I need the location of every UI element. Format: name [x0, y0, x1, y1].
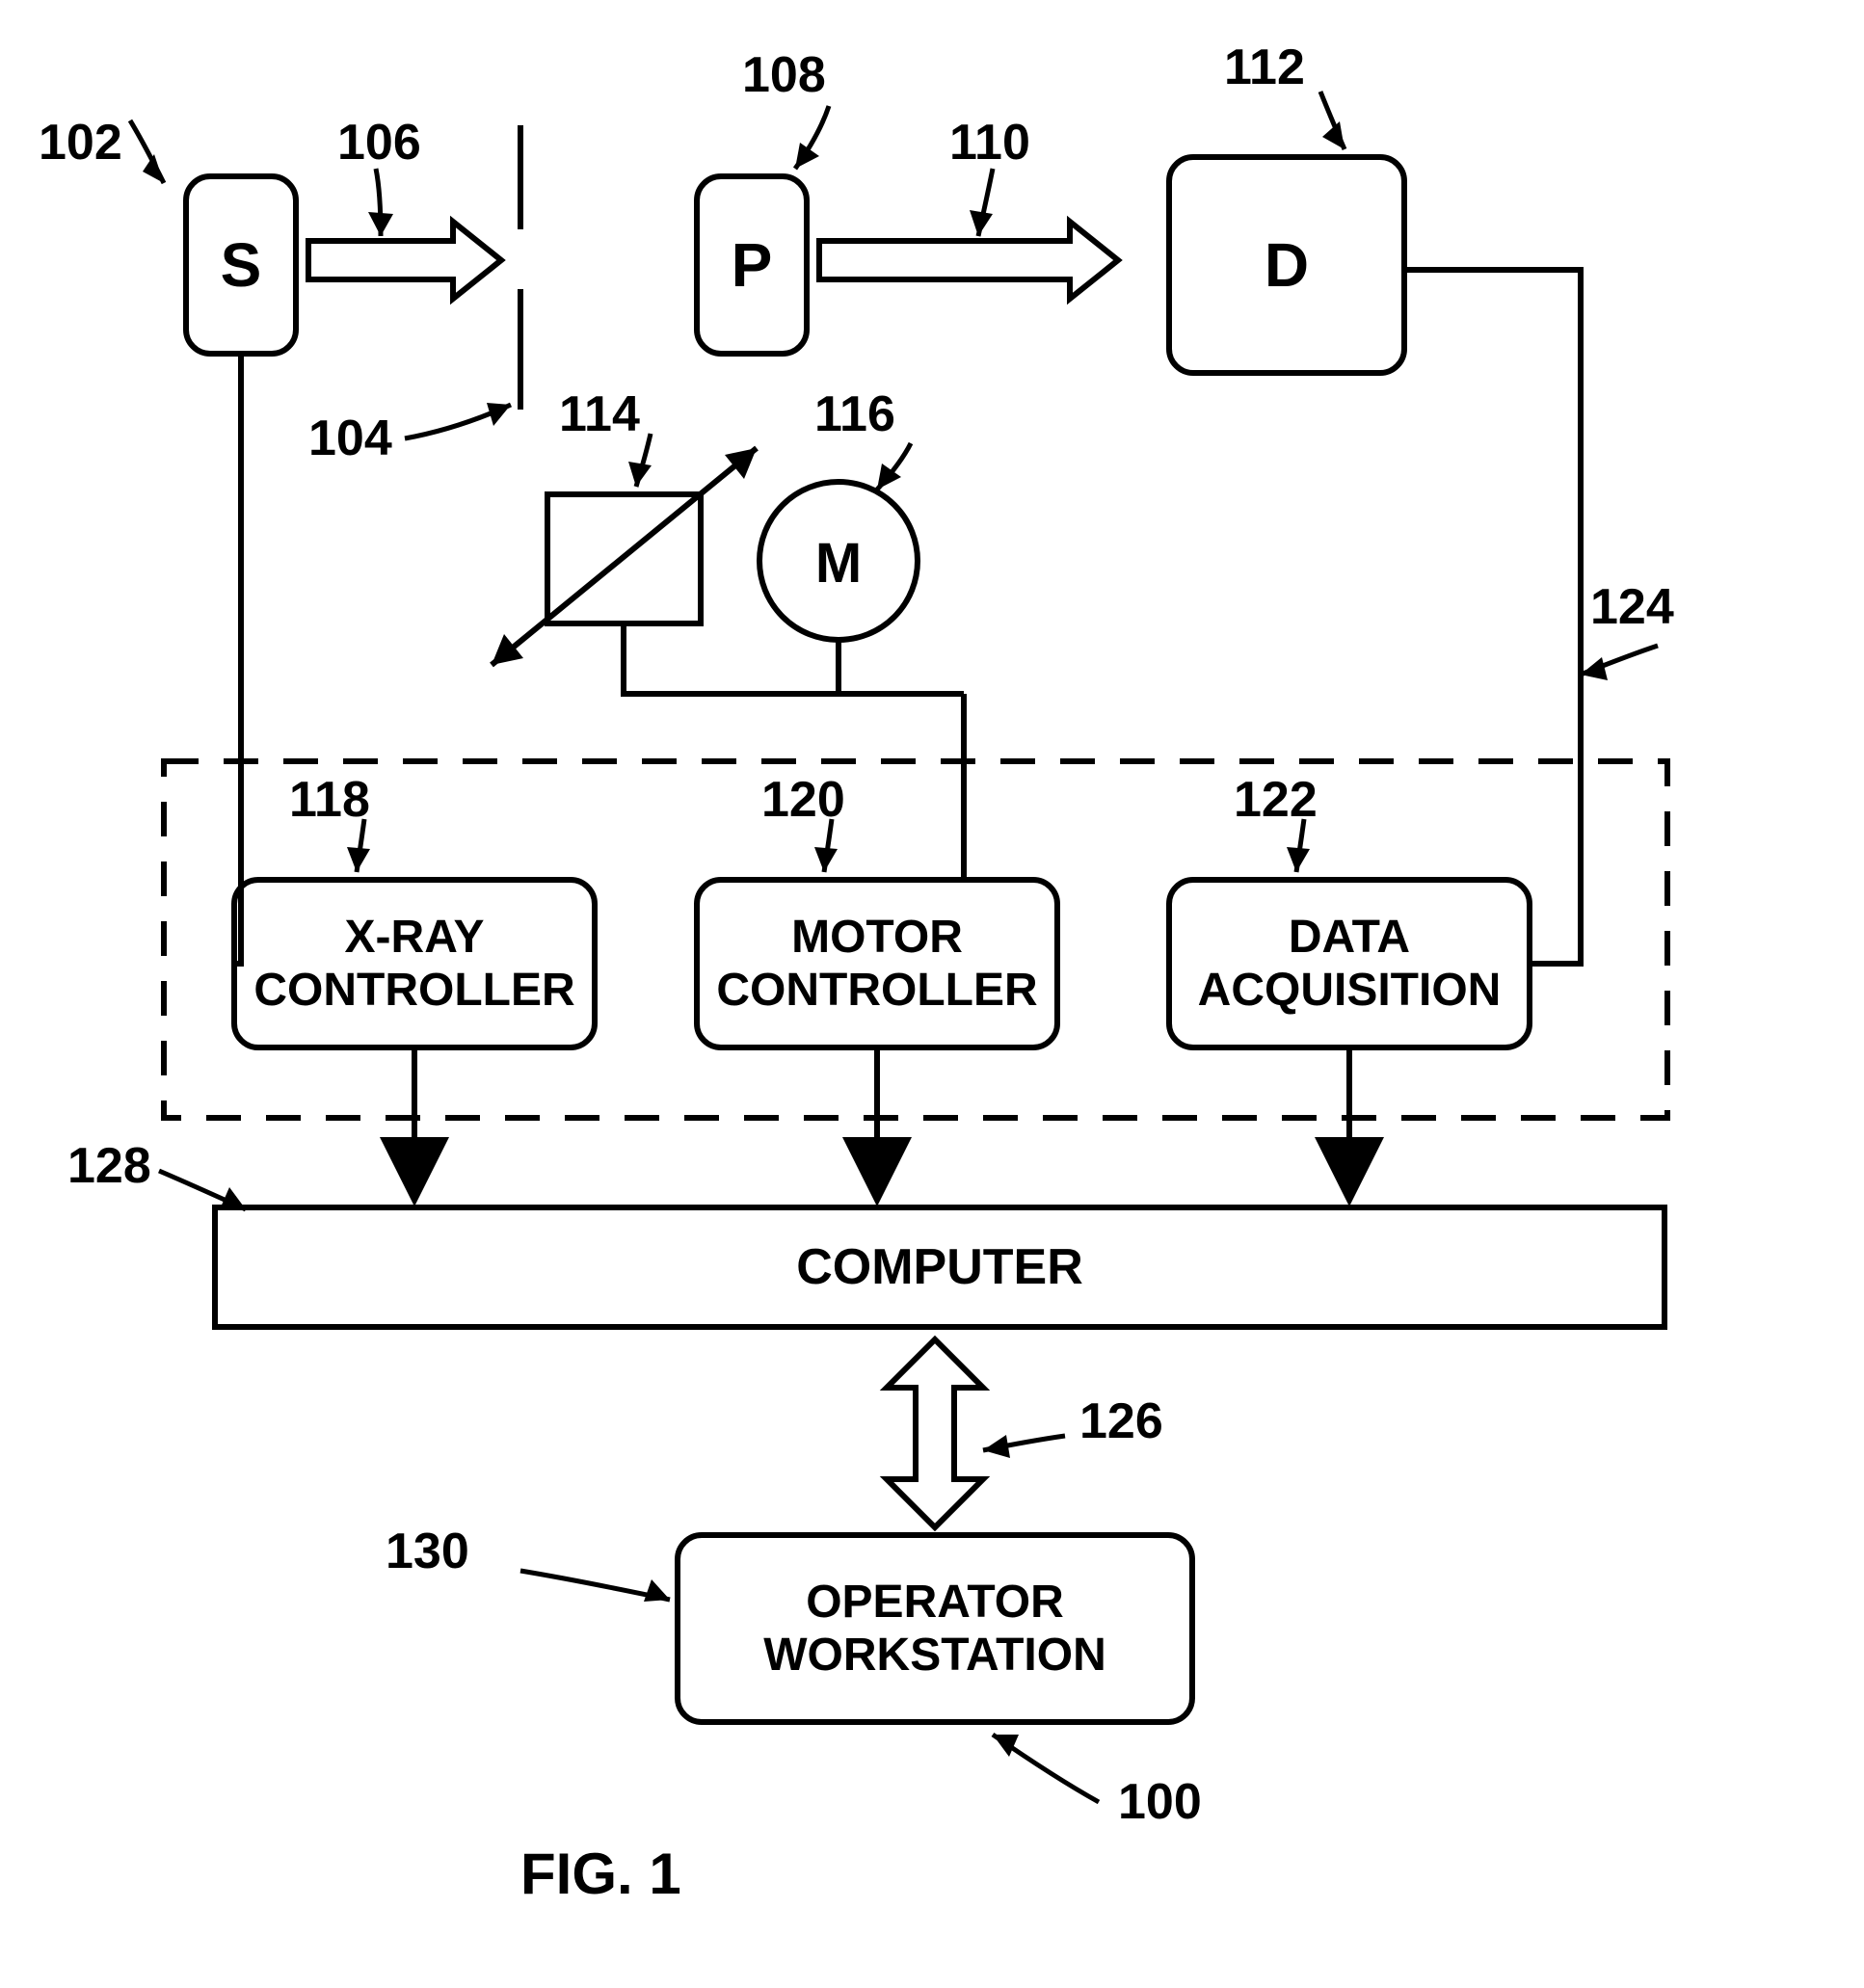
computer-label: COMPUTER: [796, 1238, 1083, 1296]
callout-102-leader: [130, 120, 164, 183]
xray-controller-label: X-RAY CONTROLLER: [253, 911, 574, 1017]
computer-box: COMPUTER: [212, 1205, 1667, 1330]
callout-102: 102: [39, 114, 122, 172]
callout-124: 124: [1590, 578, 1674, 636]
callout-118: 118: [289, 771, 370, 829]
detector-box: D: [1166, 154, 1407, 376]
callout-130: 130: [386, 1523, 469, 1580]
callout-100-leader: [993, 1735, 1099, 1802]
callout-124-leader: [1581, 646, 1658, 675]
callout-106: 106: [337, 114, 421, 172]
callout-122: 122: [1234, 771, 1318, 829]
workstation-box: OPERATOR WORKSTATION: [675, 1532, 1195, 1725]
wire-linearpos-join: [624, 626, 839, 694]
motor-controller-label: MOTOR CONTROLLER: [716, 911, 1037, 1017]
callout-130-leader: [520, 1571, 670, 1600]
wire-detector-to-dataacq: [1407, 270, 1581, 964]
data-acquisition-label: DATA ACQUISITION: [1198, 911, 1502, 1017]
callout-104-leader: [405, 405, 511, 438]
source-box: S: [183, 173, 299, 357]
callout-116-leader: [877, 443, 911, 490]
callout-108-leader: [795, 106, 829, 169]
workstation-label: OPERATOR WORKSTATION: [763, 1576, 1106, 1682]
figure-label: FIG. 1: [520, 1841, 681, 1907]
bidir-arrow-126: [887, 1339, 983, 1527]
callout-128-leader: [159, 1171, 246, 1209]
callout-126: 126: [1079, 1392, 1163, 1450]
detector-label: D: [1265, 229, 1309, 301]
patient-label: P: [732, 229, 773, 301]
callout-114: 114: [559, 385, 640, 443]
patient-box: P: [694, 173, 810, 357]
linear-positioner-box: [545, 491, 704, 626]
motor-circle: M: [759, 482, 918, 640]
wire-source-to-xrayctrl: [231, 357, 241, 964]
callout-106-leader: [376, 169, 381, 236]
svg-text:M: M: [815, 532, 862, 595]
callout-110: 110: [949, 114, 1030, 172]
callout-112-leader: [1320, 92, 1345, 149]
callout-128: 128: [67, 1137, 151, 1195]
beam-arrow-110: [819, 222, 1118, 299]
callout-100: 100: [1118, 1773, 1202, 1831]
motor-controller-box: MOTOR CONTROLLER: [694, 877, 1060, 1050]
callout-120: 120: [761, 771, 845, 829]
callout-104: 104: [308, 410, 392, 467]
source-label: S: [221, 229, 262, 301]
xray-controller-box: X-RAY CONTROLLER: [231, 877, 598, 1050]
callout-126-leader: [983, 1436, 1065, 1450]
beam-arrow-106: [308, 222, 501, 299]
callout-112: 112: [1224, 39, 1305, 96]
callout-110-leader: [978, 169, 993, 236]
data-acquisition-box: DATA ACQUISITION: [1166, 877, 1532, 1050]
callout-108: 108: [742, 46, 826, 104]
callout-116: 116: [814, 385, 895, 443]
